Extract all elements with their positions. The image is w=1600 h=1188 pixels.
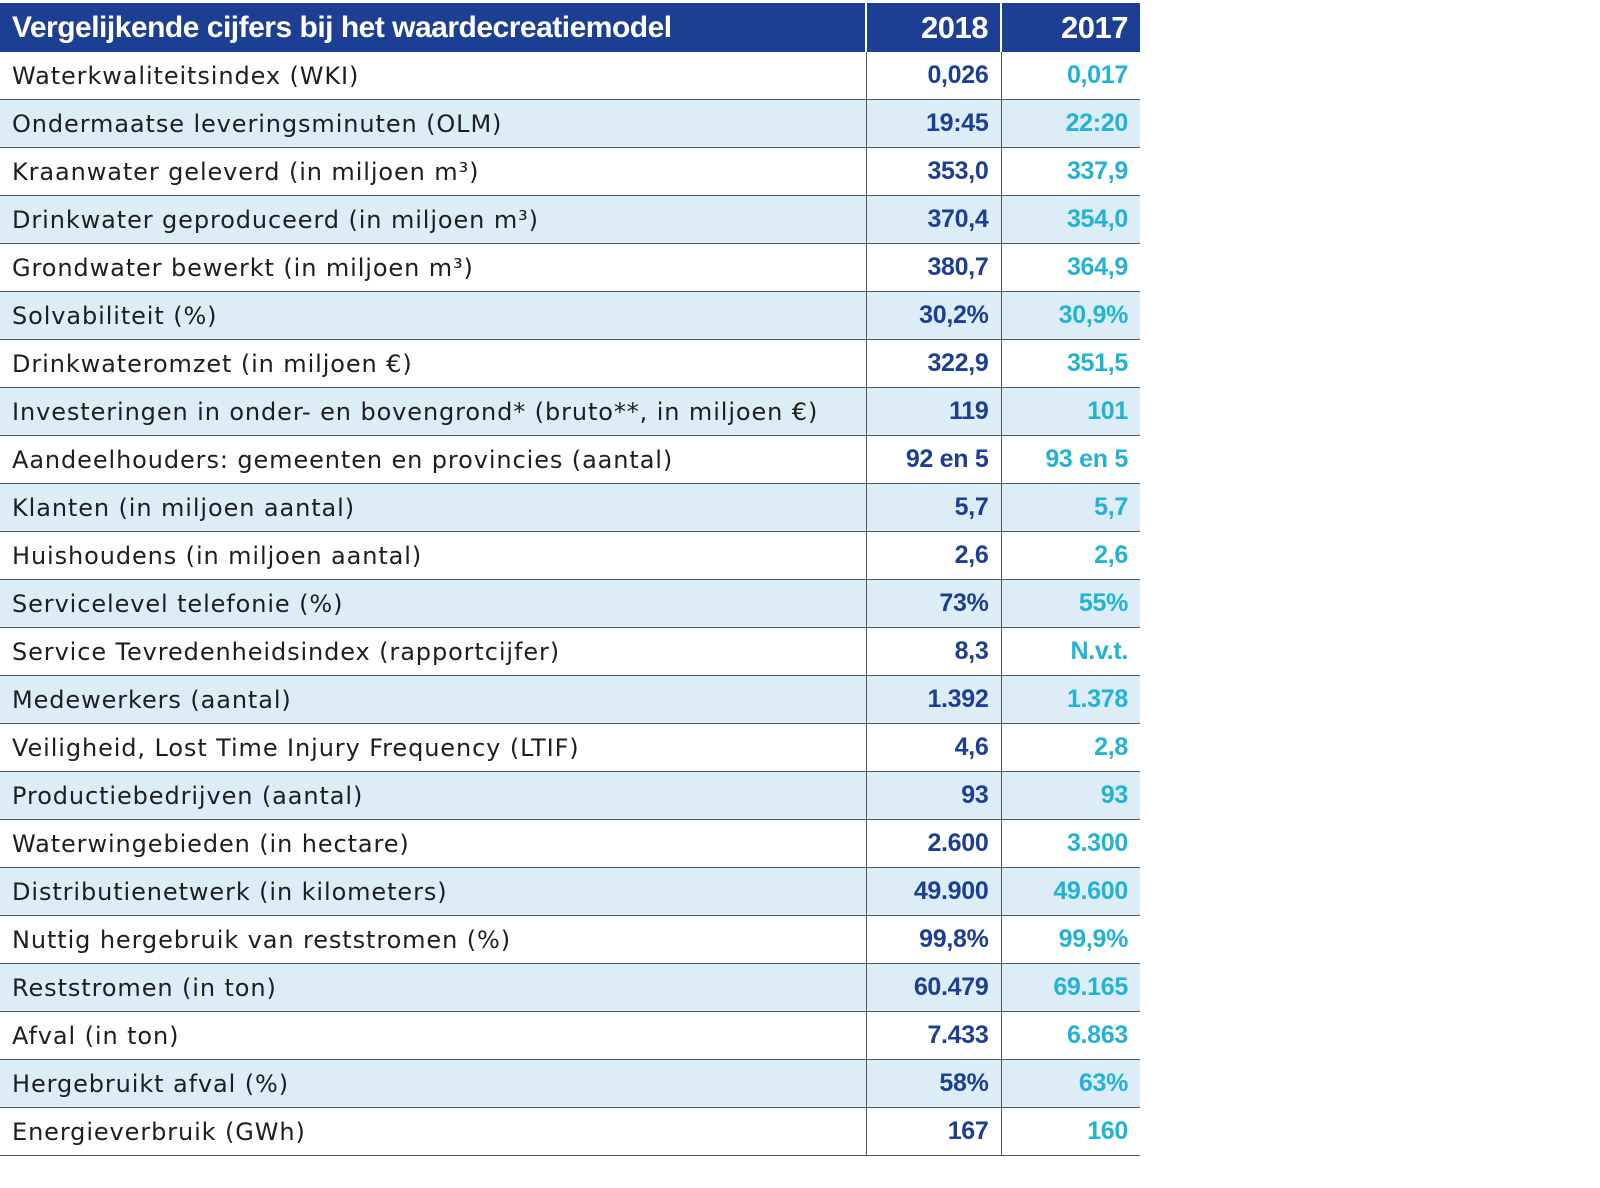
row-label: Waterwingebieden (in hectare) xyxy=(0,819,866,868)
value-2017: 63% xyxy=(1000,1059,1140,1108)
row-label: Drinkwater geproduceerd (in miljoen m³) xyxy=(0,195,866,244)
table-row: Drinkwateromzet (in miljoen €) 322,9 351,5 xyxy=(0,339,1140,388)
value-2018: 7.433 xyxy=(865,1011,1001,1060)
table-row: Afval (in ton) 7.433 6.863 xyxy=(0,1011,1140,1060)
table-row: Servicelevel telefonie (%) 73% 55% xyxy=(0,579,1140,628)
table-header-row: Vergelijkende cijfers bij het waardecrea… xyxy=(0,3,1140,52)
value-2017: 3.300 xyxy=(1000,819,1140,868)
table-row: Waterwingebieden (in hectare) 2.600 3.300 xyxy=(0,819,1140,868)
value-2017: 160 xyxy=(1000,1107,1140,1156)
value-2017: 2,6 xyxy=(1000,531,1140,580)
value-2017: 2,8 xyxy=(1000,723,1140,772)
row-label: Klanten (in miljoen aantal) xyxy=(0,483,866,532)
value-2017: 6.863 xyxy=(1000,1011,1140,1060)
value-2018: 2,6 xyxy=(865,531,1001,580)
value-2018: 380,7 xyxy=(865,243,1001,292)
value-2018: 370,4 xyxy=(865,195,1001,244)
table-row: Aandeelhouders: gemeenten en provincies … xyxy=(0,435,1140,484)
row-label: Afval (in ton) xyxy=(0,1011,866,1060)
value-2018: 322,9 xyxy=(865,339,1001,388)
value-2018: 19:45 xyxy=(865,99,1001,148)
table-row: Nuttig hergebruik van reststromen (%) 99,… xyxy=(0,915,1140,964)
row-label: Reststromen (in ton) xyxy=(0,963,866,1012)
table-row: Kraanwater geleverd (in miljoen m³) 353,0… xyxy=(0,147,1140,196)
value-2018: 99,8% xyxy=(865,915,1001,964)
value-2017: 49.600 xyxy=(1000,867,1140,916)
table-row: Medewerkers (aantal) 1.392 1.378 xyxy=(0,675,1140,724)
row-label: Drinkwateromzet (in miljoen €) xyxy=(0,339,866,388)
value-2018: 119 xyxy=(865,387,1001,436)
table-row: Reststromen (in ton) 60.479 69.165 xyxy=(0,963,1140,1012)
value-2017: 354,0 xyxy=(1000,195,1140,244)
comparison-table: Vergelijkende cijfers bij het waardecrea… xyxy=(0,3,1140,1156)
row-label: Grondwater bewerkt (in miljoen m³) xyxy=(0,243,866,292)
value-2017: 99,9% xyxy=(1000,915,1140,964)
value-2017: 55% xyxy=(1000,579,1140,628)
table-title: Vergelijkende cijfers bij het waardecrea… xyxy=(0,3,866,52)
row-label: Energieverbruik (GWh) xyxy=(0,1107,866,1156)
row-label: Solvabiliteit (%) xyxy=(0,291,866,340)
table-row: Distributienetwerk (in kilometers) 49.900… xyxy=(0,867,1140,916)
table-row: Solvabiliteit (%) 30,2% 30,9% xyxy=(0,291,1140,340)
table-row: Service Tevredenheidsindex (rapportcijfe… xyxy=(0,627,1140,676)
value-2017: 0,017 xyxy=(1000,52,1140,100)
value-2017: 364,9 xyxy=(1000,243,1140,292)
value-2017: 351,5 xyxy=(1000,339,1140,388)
value-2017: 93 en 5 xyxy=(1000,435,1140,484)
column-header-2018: 2018 xyxy=(865,3,1001,52)
table-row: Klanten (in miljoen aantal) 5,7 5,7 xyxy=(0,483,1140,532)
value-2017: N.v.t. xyxy=(1000,627,1140,676)
value-2017: 93 xyxy=(1000,771,1140,820)
value-2017: 1.378 xyxy=(1000,675,1140,724)
row-label: Waterkwaliteitsindex (WKI) xyxy=(0,52,866,100)
table-row: Huishoudens (in miljoen aantal) 2,6 2,6 xyxy=(0,531,1140,580)
value-2018: 1.392 xyxy=(865,675,1001,724)
table-row: Drinkwater geproduceerd (in miljoen m³) 3… xyxy=(0,195,1140,244)
row-label: Service Tevredenheidsindex (rapportcijfe… xyxy=(0,627,866,676)
row-label: Medewerkers (aantal) xyxy=(0,675,866,724)
row-label: Veiligheid, Lost Time Injury Frequency (… xyxy=(0,723,866,772)
value-2018: 2.600 xyxy=(865,819,1001,868)
value-2017: 22:20 xyxy=(1000,99,1140,148)
value-2017: 69.165 xyxy=(1000,963,1140,1012)
value-2018: 167 xyxy=(865,1107,1001,1156)
value-2018: 4,6 xyxy=(865,723,1001,772)
row-label: Huishoudens (in miljoen aantal) xyxy=(0,531,866,580)
value-2018: 353,0 xyxy=(865,147,1001,196)
row-label: Aandeelhouders: gemeenten en provincies … xyxy=(0,435,866,484)
row-label: Nuttig hergebruik van reststromen (%) xyxy=(0,915,866,964)
table-row: Waterkwaliteitsindex (WKI) 0,026 0,017 xyxy=(0,52,1140,100)
table-row: Ondermaatse leveringsminuten (OLM) 19:45 2… xyxy=(0,99,1140,148)
table-row: Investeringen in onder- en bovengrond* (… xyxy=(0,387,1140,436)
value-2017: 337,9 xyxy=(1000,147,1140,196)
table-body: Waterkwaliteitsindex (WKI) 0,026 0,017 Onde… xyxy=(0,52,1140,1156)
row-label: Hergebruikt afval (%) xyxy=(0,1059,866,1108)
table-row: Veiligheid, Lost Time Injury Frequency (… xyxy=(0,723,1140,772)
value-2018: 73% xyxy=(865,579,1001,628)
value-2018: 60.479 xyxy=(865,963,1001,1012)
column-header-2017: 2017 xyxy=(1000,3,1140,52)
value-2018: 5,7 xyxy=(865,483,1001,532)
value-2018: 49.900 xyxy=(865,867,1001,916)
value-2018: 93 xyxy=(865,771,1001,820)
value-2017: 30,9% xyxy=(1000,291,1140,340)
value-2017: 101 xyxy=(1000,387,1140,436)
value-2018: 30,2% xyxy=(865,291,1001,340)
value-2018: 8,3 xyxy=(865,627,1001,676)
table-row: Productiebedrijven (aantal) 93 93 xyxy=(0,771,1140,820)
row-label: Kraanwater geleverd (in miljoen m³) xyxy=(0,147,866,196)
value-2018: 0,026 xyxy=(865,52,1001,100)
value-2018: 92 en 5 xyxy=(865,435,1001,484)
row-label: Ondermaatse leveringsminuten (OLM) xyxy=(0,99,866,148)
value-2018: 58% xyxy=(865,1059,1001,1108)
row-label: Servicelevel telefonie (%) xyxy=(0,579,866,628)
value-2017: 5,7 xyxy=(1000,483,1140,532)
table-row: Grondwater bewerkt (in miljoen m³) 380,7 3… xyxy=(0,243,1140,292)
table-row: Energieverbruik (GWh) 167 160 xyxy=(0,1107,1140,1156)
row-label: Distributienetwerk (in kilometers) xyxy=(0,867,866,916)
row-label: Productiebedrijven (aantal) xyxy=(0,771,866,820)
table-row: Hergebruikt afval (%) 58% 63% xyxy=(0,1059,1140,1108)
row-label: Investeringen in onder- en bovengrond* (… xyxy=(0,387,866,436)
